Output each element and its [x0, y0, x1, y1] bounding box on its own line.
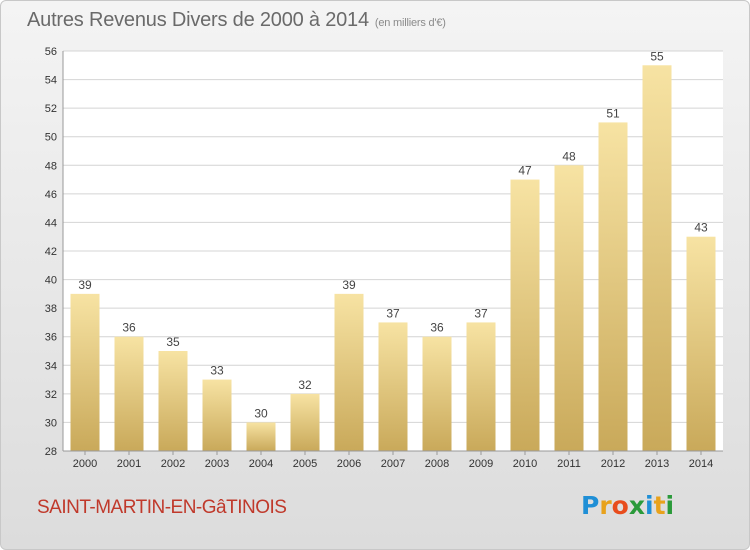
value-label-2000: 39: [78, 278, 92, 292]
bar-2009: [466, 322, 496, 451]
chart-unit-note: (en milliers d'€): [374, 17, 446, 29]
x-tick-label: 2007: [381, 458, 405, 470]
value-label-2012: 51: [606, 106, 620, 120]
y-tick-label: 56: [45, 46, 57, 58]
y-tick-label: 42: [45, 246, 57, 258]
x-tick-label: 2000: [73, 458, 97, 470]
x-tick-label: 2002: [161, 458, 185, 470]
bar-2014: [686, 236, 716, 451]
bar-2013: [642, 65, 672, 452]
y-tick-label: 40: [45, 275, 57, 287]
chart-title-text: Autres Revenus Divers de 2000 à 2014: [27, 9, 369, 31]
logo-letter: x: [628, 491, 645, 520]
bar-2012: [598, 122, 628, 451]
bar-2008: [422, 336, 452, 451]
y-tick-label: 36: [45, 332, 57, 344]
x-tick-label: 2012: [601, 458, 625, 470]
value-label-2013: 55: [650, 49, 664, 63]
y-axis-ticks: 28 30 32 34 36 38 40 42 44 46 48 50 52 54 56: [45, 46, 57, 458]
value-label-2011: 48: [562, 149, 576, 163]
logo-letter: r: [599, 491, 612, 520]
y-tick-label: 52: [45, 103, 57, 115]
x-tick-label: 2003: [205, 458, 229, 470]
bars: [70, 65, 716, 452]
bar-2007: [378, 322, 408, 451]
value-label-2007: 37: [386, 306, 400, 320]
x-tick-label: 2001: [117, 458, 141, 470]
value-label-2008: 36: [430, 321, 444, 335]
value-label-2004: 30: [254, 406, 268, 420]
y-tick-label: 44: [45, 217, 57, 229]
x-tick-label: 2004: [249, 458, 273, 470]
commune-name: SAINT-MARTIN-EN-GâTINOIS: [37, 497, 287, 518]
x-axis-ticks: 2000 2001 2002 2003 2004 2005 2006 2007 2008 2009…: [73, 451, 713, 470]
bar-2001: [114, 336, 144, 451]
value-label-2010: 47: [518, 164, 532, 178]
x-tick-label: 2005: [293, 458, 317, 470]
value-label-2005: 32: [298, 378, 312, 392]
proxiti-logo: Proxiti: [581, 491, 674, 520]
bar-2011: [554, 165, 584, 452]
x-tick-label: 2013: [645, 458, 669, 470]
bar-2003: [202, 379, 232, 451]
logo-letter: i: [665, 491, 675, 520]
x-tick-label: 2011: [557, 458, 581, 470]
y-tick-label: 50: [45, 132, 57, 144]
bar-2010: [510, 179, 540, 452]
logo-letter: P: [581, 491, 600, 520]
x-tick-label: 2006: [337, 458, 361, 470]
x-tick-label: 2009: [469, 458, 493, 470]
bar-2002: [158, 351, 188, 451]
bar-2005: [290, 393, 320, 451]
x-tick-label: 2014: [689, 458, 713, 470]
y-tick-label: 48: [45, 160, 57, 172]
y-tick-label: 32: [45, 389, 57, 401]
value-label-2002: 35: [166, 335, 180, 349]
y-tick-label: 46: [45, 189, 57, 201]
value-label-2009: 37: [474, 306, 488, 320]
value-label-2001: 36: [122, 321, 136, 335]
y-tick-label: 34: [45, 360, 57, 372]
bar-2004: [246, 422, 276, 451]
chart-title: Autres Revenus Divers de 2000 à 2014 (en …: [27, 9, 446, 32]
logo-letter: t: [653, 491, 666, 520]
value-label-2014: 43: [694, 221, 708, 235]
value-label-2006: 39: [342, 278, 356, 292]
value-labels: 39 36 35 33 30 32 39 37 36 37 47 48 51 55 43: [78, 49, 708, 420]
y-tick-label: 38: [45, 303, 57, 315]
y-tick-label: 54: [45, 75, 57, 87]
x-tick-label: 2010: [513, 458, 537, 470]
value-label-2003: 33: [210, 364, 224, 378]
y-tick-label: 28: [45, 446, 57, 458]
bar-2000: [70, 293, 100, 451]
logo-letter: o: [611, 491, 629, 520]
y-tick-label: 30: [45, 417, 57, 429]
x-tick-label: 2008: [425, 458, 449, 470]
logo-letter: i: [645, 491, 654, 520]
bar-2006: [334, 293, 364, 451]
